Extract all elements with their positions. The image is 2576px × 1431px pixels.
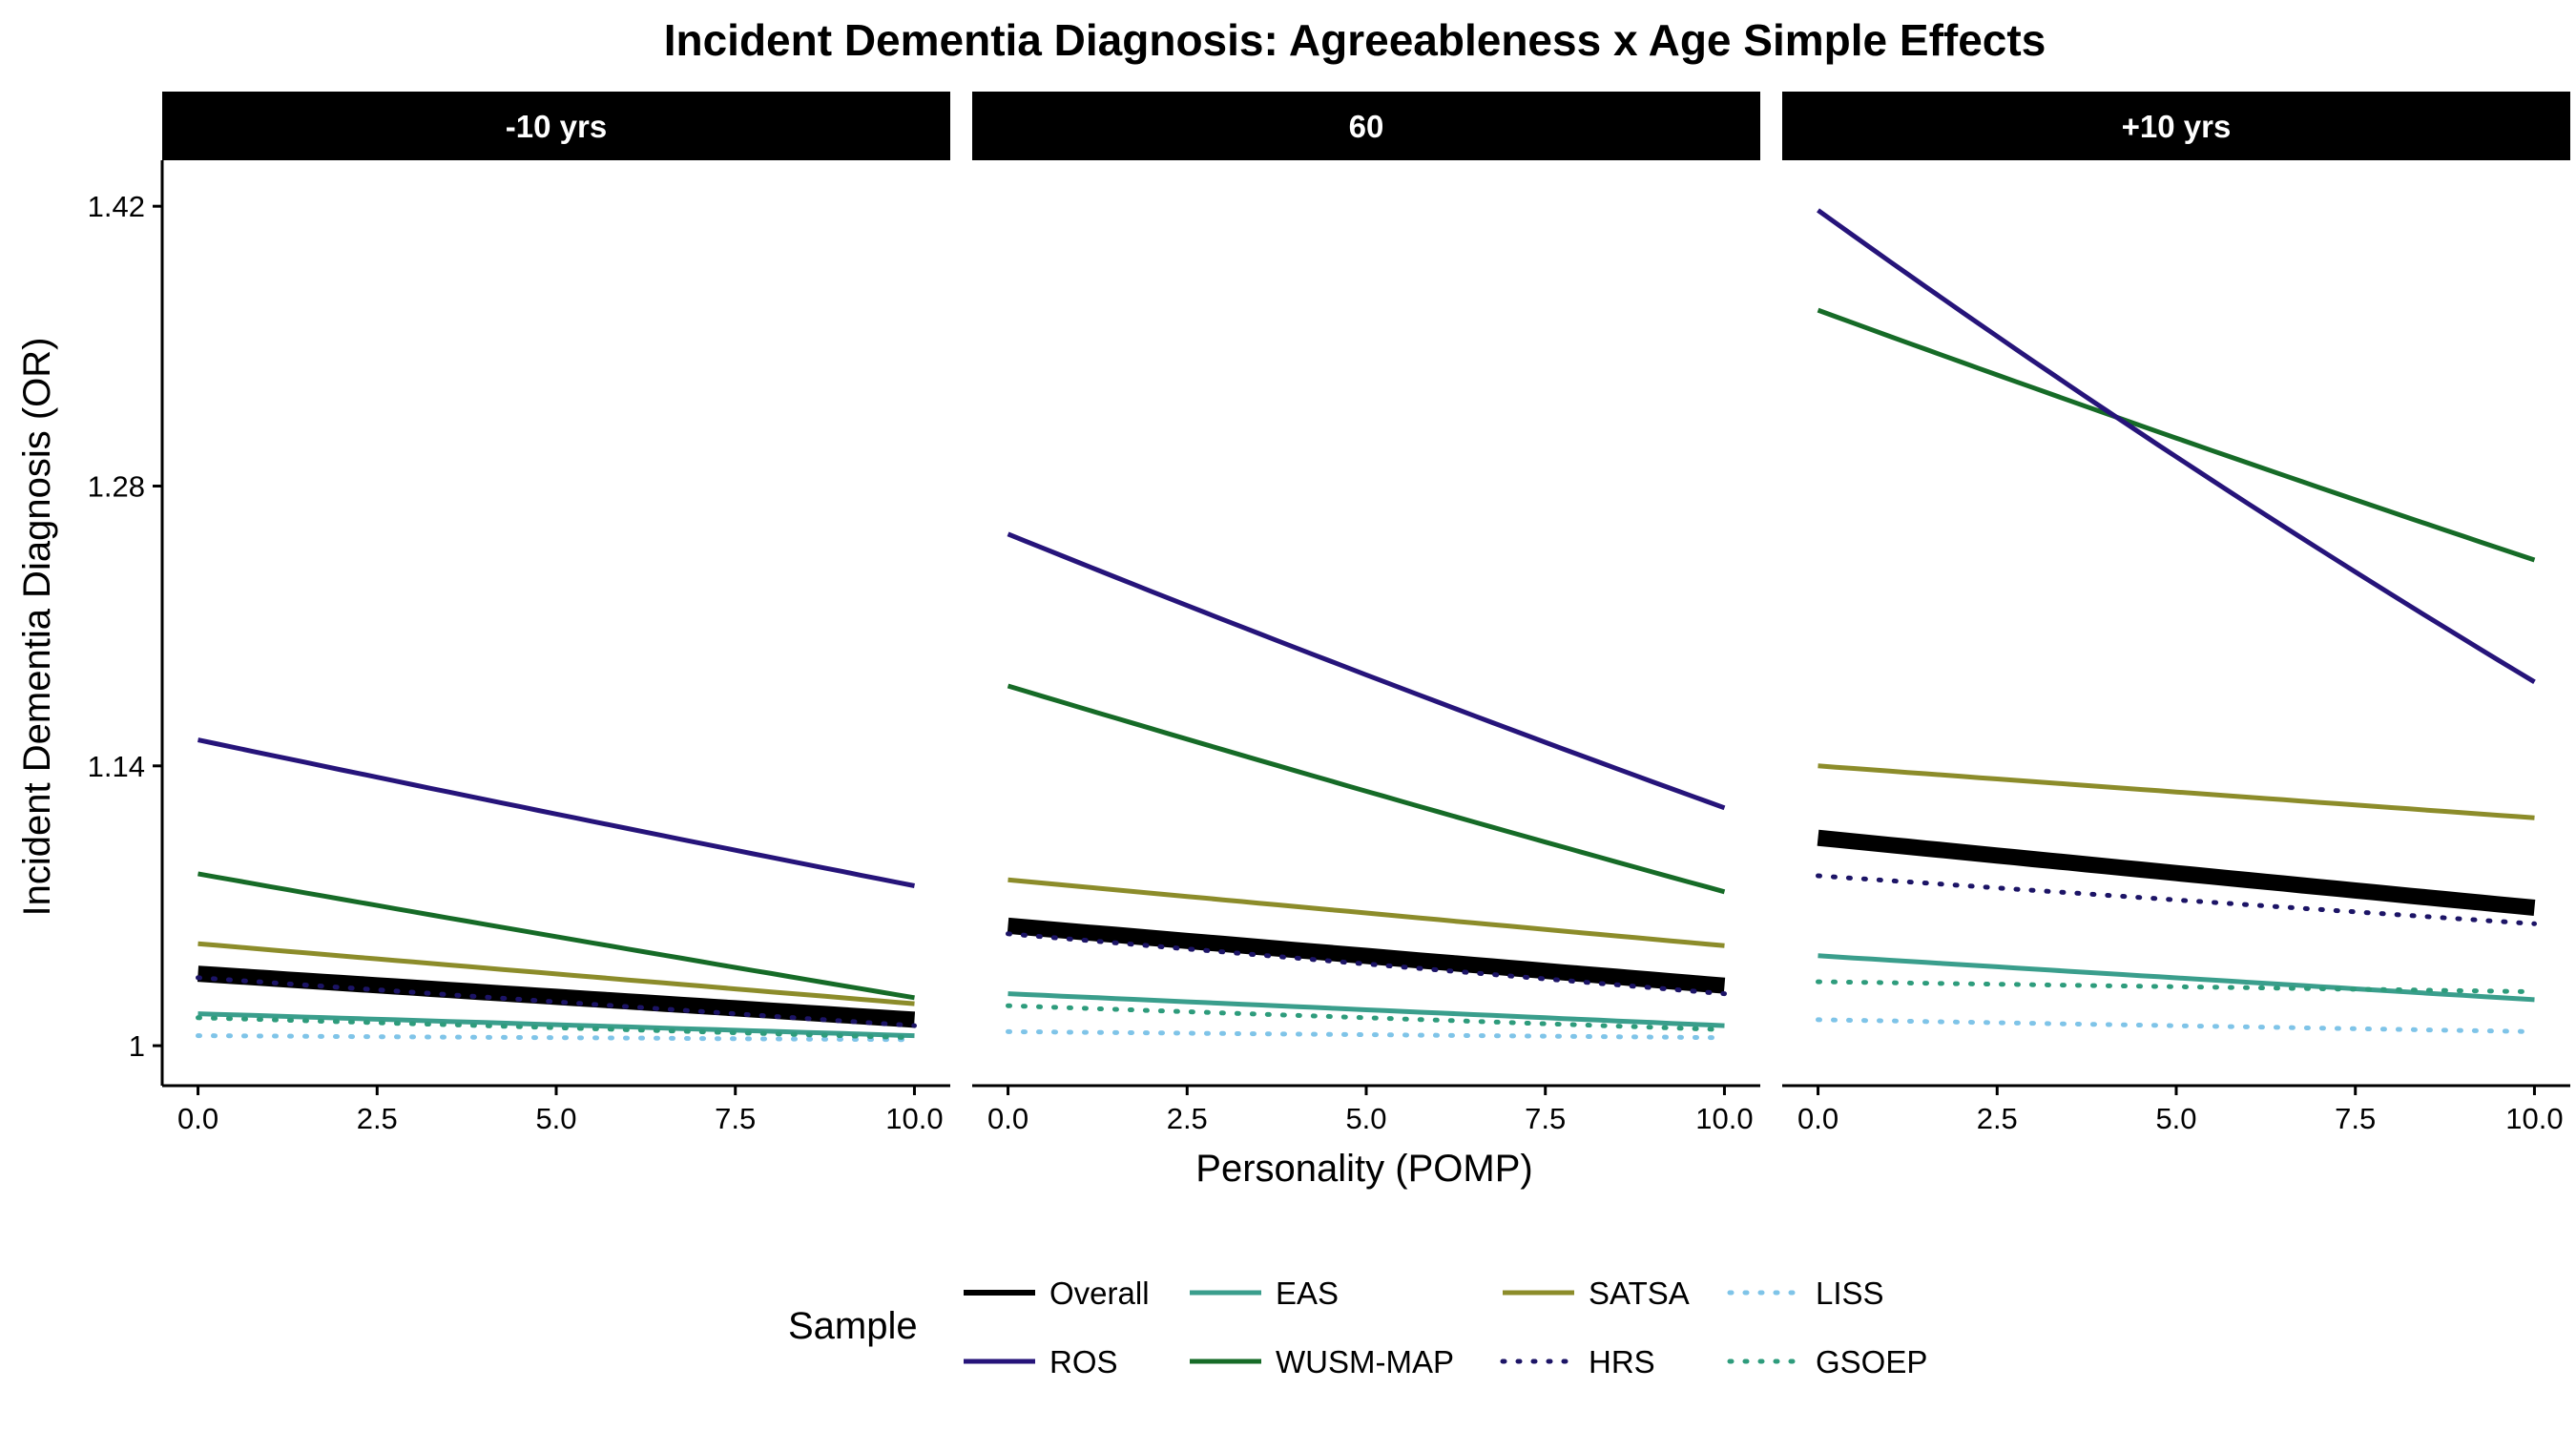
facet-strip xyxy=(1782,92,2570,160)
x-tick-label: 5.0 xyxy=(535,1102,576,1135)
series-line xyxy=(1008,877,1725,948)
facet-strip-label: -10 yrs xyxy=(506,109,607,144)
x-tick-label: 0.0 xyxy=(1797,1102,1839,1135)
series-line xyxy=(1006,931,1727,997)
x-tick-label: 7.5 xyxy=(2335,1102,2376,1135)
facet-panel: +10 yrs xyxy=(1782,92,2570,1034)
x-tick-label: 7.5 xyxy=(1525,1102,1566,1135)
series-line xyxy=(1008,991,1725,1028)
series-line xyxy=(1007,683,1726,895)
x-tick-label: 5.0 xyxy=(1345,1102,1386,1135)
series-line xyxy=(1007,917,1726,994)
series-line xyxy=(1006,1003,1727,1032)
series-line xyxy=(1817,208,2536,684)
x-tick-label: 0.0 xyxy=(177,1102,218,1135)
series-line xyxy=(196,1015,917,1041)
series-line xyxy=(1818,763,2535,820)
facet-strip-label: +10 yrs xyxy=(2122,109,2232,144)
x-tick-label: 2.5 xyxy=(1977,1102,2018,1135)
facet-strip-label: 60 xyxy=(1349,109,1384,144)
series-line xyxy=(1007,531,1726,811)
x-tick-label: 0.0 xyxy=(987,1102,1028,1135)
x-tick-label: 10.0 xyxy=(1695,1102,1753,1135)
facet-strip xyxy=(972,92,1760,160)
legend-entry-label: Overall xyxy=(1049,1275,1150,1311)
x-tick-label: 7.5 xyxy=(715,1102,756,1135)
legend-entry-label: WUSM-MAP xyxy=(1276,1344,1454,1379)
y-tick-label: 1.28 xyxy=(88,469,145,503)
x-axis-label: Personality (POMP) xyxy=(1195,1148,1532,1190)
series-line xyxy=(196,975,917,1028)
x-tick-label: 10.0 xyxy=(885,1102,943,1135)
series-line xyxy=(197,941,915,1006)
legend: Sample Overall ROS EAS WUSM-MAP SATSA HRS LISS… xyxy=(788,1275,1927,1379)
legend-entry-label: HRS xyxy=(1589,1344,1655,1379)
axes-layer: 0.0 2.5 5.0 7.5 10.0 0.0 2.5 5.0 7.5 10.0 0.0 2.5 5.… xyxy=(88,160,2570,1135)
y-tick-label: 1 xyxy=(129,1029,145,1063)
series-line xyxy=(1006,1028,1727,1041)
facet-panel: 60 xyxy=(972,92,1760,1041)
legend-entry-label: GSOEP xyxy=(1816,1344,1927,1379)
legend-entry-label: SATSA xyxy=(1589,1275,1690,1311)
x-tick-label: 2.5 xyxy=(1167,1102,1208,1135)
x-tick-label: 10.0 xyxy=(2505,1102,2563,1135)
facet-strip xyxy=(162,92,950,160)
y-axis-label: Incident Dementia Diagnosis (OR) xyxy=(16,338,58,917)
series-line xyxy=(1817,829,2536,916)
series-line xyxy=(196,1033,917,1043)
facet-panel: -10 yrs xyxy=(162,92,950,1043)
series-line xyxy=(1816,979,2537,994)
series-line xyxy=(1816,1017,2537,1034)
legend-entry-label: LISS xyxy=(1816,1275,1884,1311)
x-tick-label: 5.0 xyxy=(2155,1102,2196,1135)
y-tick-label: 1.42 xyxy=(88,190,145,223)
legend-title: Sample xyxy=(788,1305,918,1347)
series-line xyxy=(197,737,915,888)
y-tick-label: 1.14 xyxy=(88,750,145,783)
legend-entry-label: EAS xyxy=(1276,1275,1339,1311)
series-line xyxy=(1817,307,2536,563)
panels-layer: -10 yrs 60 +10 yrs xyxy=(162,92,2570,1043)
chart-title: Incident Dementia Diagnosis: Agreeablene… xyxy=(664,15,2046,65)
series-line xyxy=(1816,873,2537,926)
series-line xyxy=(197,871,915,1001)
x-tick-label: 2.5 xyxy=(357,1102,398,1135)
legend-entry-label: ROS xyxy=(1049,1344,1118,1379)
series-line xyxy=(197,965,916,1028)
